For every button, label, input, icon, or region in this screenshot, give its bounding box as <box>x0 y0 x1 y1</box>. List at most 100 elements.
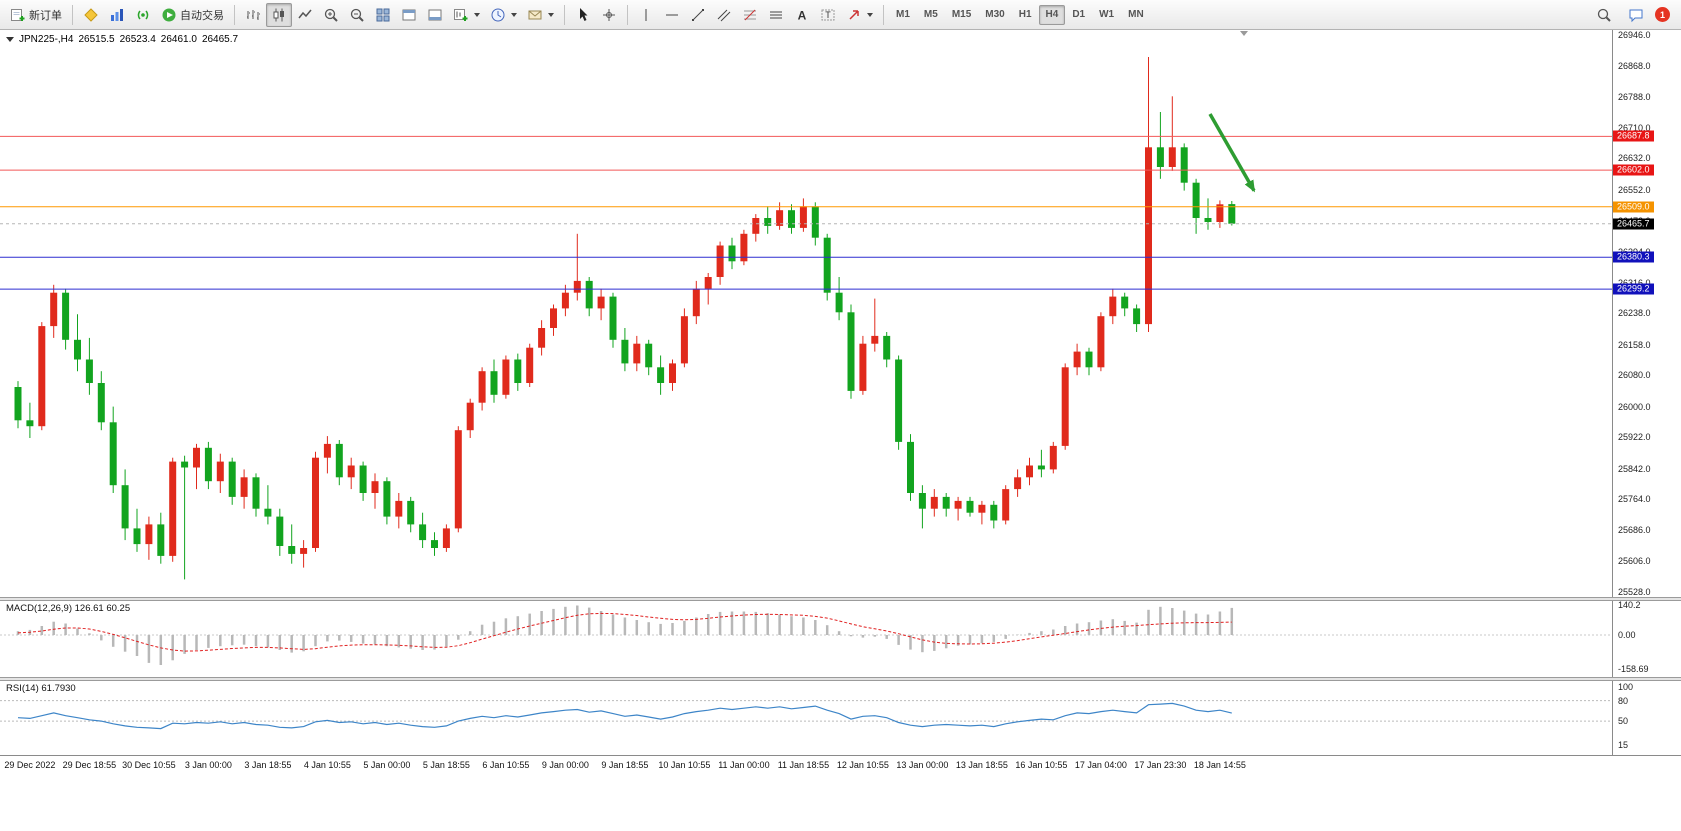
price-grid-label: 26632.0 <box>1618 153 1651 164</box>
tile-windows-button[interactable] <box>370 3 396 27</box>
time-axis-label: 9 Jan 18:55 <box>601 760 649 770</box>
rsi-scale-label: 100 <box>1618 682 1634 692</box>
rsi-axis: 100 80 50 15 <box>1612 681 1681 755</box>
macd-canvas[interactable] <box>0 601 1612 677</box>
zoom-out-button[interactable] <box>344 3 370 27</box>
time-axis-label: 5 Jan 00:00 <box>363 760 411 770</box>
timeframe-W1[interactable]: W1 <box>1099 9 1115 20</box>
bar-chart-button[interactable] <box>240 3 266 27</box>
price-grid-label: 25922.0 <box>1618 432 1651 443</box>
main-toolbar: 新订单 自动交易 <box>0 0 1681 30</box>
vertical-line-button[interactable] <box>633 3 659 27</box>
strategy-tester-button[interactable] <box>396 3 422 27</box>
price-axis: 26946.0 26868.0 26788.0 26710.0 26632.0 26552… <box>1612 30 1681 597</box>
timeframe-M30[interactable]: M30 <box>985 9 1005 20</box>
new-order-button[interactable]: 新订单 <box>5 3 67 27</box>
time-axis-label: 13 Jan 18:55 <box>955 760 1008 770</box>
zoom-out-icon <box>349 7 365 23</box>
market-watch-icon <box>109 7 125 23</box>
main-chart: JPN225-,H4 26515.5 26523.4 26461.0 26465… <box>0 30 1612 597</box>
tile-windows-icon <box>375 7 391 23</box>
time-axis-label: 3 Jan 18:55 <box>244 760 292 770</box>
panel-separator[interactable] <box>0 597 1681 601</box>
price-grid-label: 25842.0 <box>1618 463 1651 474</box>
toolbar-right-icons: 1 <box>1591 3 1676 27</box>
time-axis-label: 13 Jan 00:00 <box>896 760 949 770</box>
bottom-filler <box>0 775 1681 831</box>
timeframe-M15[interactable]: M15 <box>951 9 972 20</box>
market-watch-button[interactable] <box>104 3 130 27</box>
chat-button[interactable] <box>1623 3 1649 27</box>
time-axis-label: 6 Jan 10:55 <box>482 760 530 770</box>
text-icon: A <box>794 7 810 23</box>
signals-button[interactable] <box>130 3 156 27</box>
rsi-label: RSI(14) 61.7930 <box>6 683 76 694</box>
notification-badge[interactable]: 1 <box>1655 7 1670 22</box>
horizontal-line-button[interactable] <box>659 3 685 27</box>
crosshair-button[interactable] <box>596 3 622 27</box>
timeframe-M5[interactable]: M5 <box>923 9 938 20</box>
text-label-button[interactable]: T <box>815 3 841 27</box>
chevron-down-icon <box>511 12 517 17</box>
timeframe-M1[interactable]: M1 <box>896 9 910 20</box>
rsi-scale-label: 80 <box>1618 695 1629 706</box>
autotrading-button[interactable]: 自动交易 <box>156 3 229 27</box>
new-chart-icon <box>453 7 469 23</box>
timeframe-group: M1 M5 M15 M30 H1 H4 D1 W1 MN <box>889 4 1151 25</box>
price-grid-label: 26552.0 <box>1618 184 1651 195</box>
rsi-scale-label: 15 <box>1618 740 1629 750</box>
search-button[interactable] <box>1591 3 1617 27</box>
macd-panel: MACD(12,26,9) 126.61 60.25 <box>0 601 1612 677</box>
cursor-button[interactable] <box>570 3 596 27</box>
timeframe-MN[interactable]: MN <box>1128 9 1144 20</box>
time-axis-label: 9 Jan 00:00 <box>541 760 589 770</box>
line-chart-icon <box>297 7 313 23</box>
chat-icon <box>1628 7 1644 23</box>
rsi-scale-label: 50 <box>1618 716 1629 727</box>
fibonacci-button[interactable] <box>737 3 763 27</box>
price-grid-label: 25528.0 <box>1618 587 1651 597</box>
price-grid-label: 25686.0 <box>1618 524 1651 535</box>
timeframe-H4[interactable]: H4 <box>1038 4 1066 25</box>
line-chart-button[interactable] <box>292 3 318 27</box>
chart-symbol: JPN225-,H4 <box>19 34 74 45</box>
metaeditor-button[interactable] <box>78 3 104 27</box>
price-tag: 26465.7 <box>1613 218 1654 230</box>
ohlc-low: 26461.0 <box>160 34 197 45</box>
price-chart-canvas[interactable] <box>0 30 1612 597</box>
terminal-button[interactable] <box>422 3 448 27</box>
periods-button[interactable] <box>485 3 522 27</box>
timeframe-D1[interactable]: D1 <box>1072 9 1086 20</box>
trendline-button[interactable] <box>685 3 711 27</box>
panel-separator[interactable] <box>0 677 1681 681</box>
templates-button[interactable] <box>522 3 559 27</box>
signals-icon <box>135 7 151 23</box>
timeframe-H1[interactable]: H1 <box>1018 9 1032 20</box>
price-grid-label: 25764.0 <box>1618 494 1651 505</box>
text-label-icon: T <box>820 7 836 23</box>
symbol-dropdown-icon[interactable] <box>6 37 14 42</box>
time-axis[interactable]: 29 Dec 2022 29 Dec 18:55 30 Dec 10:55 3 Jan… <box>0 755 1681 775</box>
time-axis-label: 10 Jan 10:55 <box>658 760 711 770</box>
horizontal-line-icon <box>664 7 680 23</box>
price-tag: 26380.3 <box>1613 251 1654 263</box>
metaeditor-icon <box>83 7 99 23</box>
arrows-button[interactable] <box>841 3 878 27</box>
terminal-icon <box>427 7 443 23</box>
vertical-line-icon <box>638 7 654 23</box>
macd-scale-label: 140.2 <box>1618 600 1641 610</box>
new-chart-button[interactable] <box>448 3 485 27</box>
channel-button[interactable] <box>711 3 737 27</box>
zoom-in-button[interactable] <box>318 3 344 27</box>
new-order-icon <box>10 7 26 23</box>
chart-shift-marker[interactable] <box>1240 31 1248 36</box>
time-axis-label: 5 Jan 18:55 <box>422 760 470 770</box>
candlestick-chart-button[interactable] <box>266 2 292 27</box>
text-button[interactable]: A <box>789 3 815 27</box>
fibonacci-icon <box>742 7 758 23</box>
price-grid-label: 26868.0 <box>1618 60 1651 71</box>
rsi-canvas[interactable] <box>0 681 1612 755</box>
chevron-down-icon <box>867 12 873 17</box>
search-icon <box>1596 7 1612 23</box>
shapes-button[interactable] <box>763 3 789 27</box>
